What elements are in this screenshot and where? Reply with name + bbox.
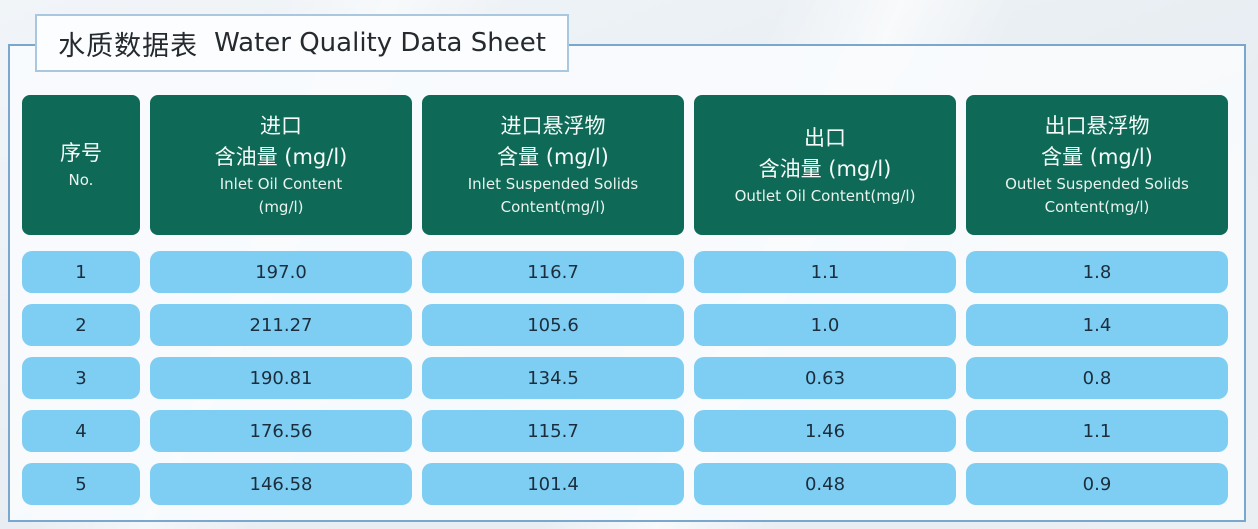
header-cell-no: 序号 No. xyxy=(22,95,140,235)
header-line-en: Inlet Suspended Solids xyxy=(467,175,639,193)
header-line-zh: 进口悬浮物 xyxy=(500,114,606,138)
header-cell-inlet-oil: 进口 含油量 (mg/l) Inlet Oil Content (mg/l) xyxy=(150,95,412,235)
cell-no: 3 xyxy=(22,357,140,399)
header-line-zh: 序号 xyxy=(60,141,102,165)
table-row: 4 176.56 115.7 1.46 1.1 xyxy=(22,410,1228,452)
header-line-en: Outlet Oil Content(mg/l) xyxy=(734,186,916,205)
cell-no: 2 xyxy=(22,304,140,346)
header-line-en: Content(mg/l) xyxy=(1044,198,1150,216)
header-line-en: (mg/l) xyxy=(258,198,304,216)
header-cell-inlet-solids: 进口悬浮物 含量 (mg/l) Inlet Suspended Solids C… xyxy=(422,95,684,235)
table-header-row: 序号 No. 进口 含油量 (mg/l) Inlet Oil Content (… xyxy=(22,95,1228,235)
cell-no: 5 xyxy=(22,463,140,505)
cell-inlet-solids: 134.5 xyxy=(422,357,684,399)
cell-inlet-oil: 197.0 xyxy=(150,251,412,293)
cell-inlet-solids: 101.4 xyxy=(422,463,684,505)
header-cell-outlet-oil: 出口 含油量 (mg/l) Outlet Oil Content(mg/l) xyxy=(694,95,956,235)
cell-outlet-oil: 1.0 xyxy=(694,304,956,346)
cell-inlet-oil: 211.27 xyxy=(150,304,412,346)
header-line-en: Inlet Oil Content xyxy=(219,175,343,193)
table-row: 5 146.58 101.4 0.48 0.9 xyxy=(22,463,1228,505)
header-line-en: No. xyxy=(68,171,94,189)
cell-outlet-solids: 1.1 xyxy=(966,410,1228,452)
cell-no: 4 xyxy=(22,410,140,452)
sheet-title-en: Water Quality Data Sheet xyxy=(214,28,546,58)
cell-outlet-oil: 1.1 xyxy=(694,251,956,293)
sheet-title-zh: 水质数据表 xyxy=(58,30,199,62)
header-line-zh: 进口 xyxy=(260,114,302,138)
header-line-zh: 出口 xyxy=(804,125,846,150)
header-line-en: Content(mg/l) xyxy=(500,198,606,216)
header-line-zh: 含量 (mg/l) xyxy=(497,145,609,169)
header-line-zh: 出口悬浮物 xyxy=(1044,114,1150,138)
cell-no: 1 xyxy=(22,251,140,293)
cell-outlet-solids: 0.8 xyxy=(966,357,1228,399)
cell-inlet-solids: 116.7 xyxy=(422,251,684,293)
sheet-title-box: 水质数据表 Water Quality Data Sheet xyxy=(35,14,569,72)
table-row: 3 190.81 134.5 0.63 0.8 xyxy=(22,357,1228,399)
cell-inlet-oil: 176.56 xyxy=(150,410,412,452)
cell-outlet-solids: 1.4 xyxy=(966,304,1228,346)
data-table: 序号 No. 进口 含油量 (mg/l) Inlet Oil Content (… xyxy=(22,95,1228,505)
header-line-en: Outlet Suspended Solids xyxy=(1005,175,1189,193)
header-cell-outlet-solids: 出口悬浮物 含量 (mg/l) Outlet Suspended Solids … xyxy=(966,95,1228,235)
cell-inlet-oil: 190.81 xyxy=(150,357,412,399)
table-body: 1 197.0 116.7 1.1 1.8 2 211.27 105.6 1.0… xyxy=(22,251,1228,505)
cell-outlet-oil: 0.48 xyxy=(694,463,956,505)
table-row: 1 197.0 116.7 1.1 1.8 xyxy=(22,251,1228,293)
cell-outlet-oil: 0.63 xyxy=(694,357,956,399)
cell-inlet-oil: 146.58 xyxy=(150,463,412,505)
cell-inlet-solids: 115.7 xyxy=(422,410,684,452)
cell-outlet-solids: 0.9 xyxy=(966,463,1228,505)
header-line-zh: 含量 (mg/l) xyxy=(1041,145,1153,169)
cell-inlet-solids: 105.6 xyxy=(422,304,684,346)
cell-outlet-oil: 1.46 xyxy=(694,410,956,452)
cell-outlet-solids: 1.8 xyxy=(966,251,1228,293)
header-line-zh: 含油量 (mg/l) xyxy=(214,145,348,169)
header-line-zh: 含油量 (mg/l) xyxy=(758,156,892,181)
table-row: 2 211.27 105.6 1.0 1.4 xyxy=(22,304,1228,346)
